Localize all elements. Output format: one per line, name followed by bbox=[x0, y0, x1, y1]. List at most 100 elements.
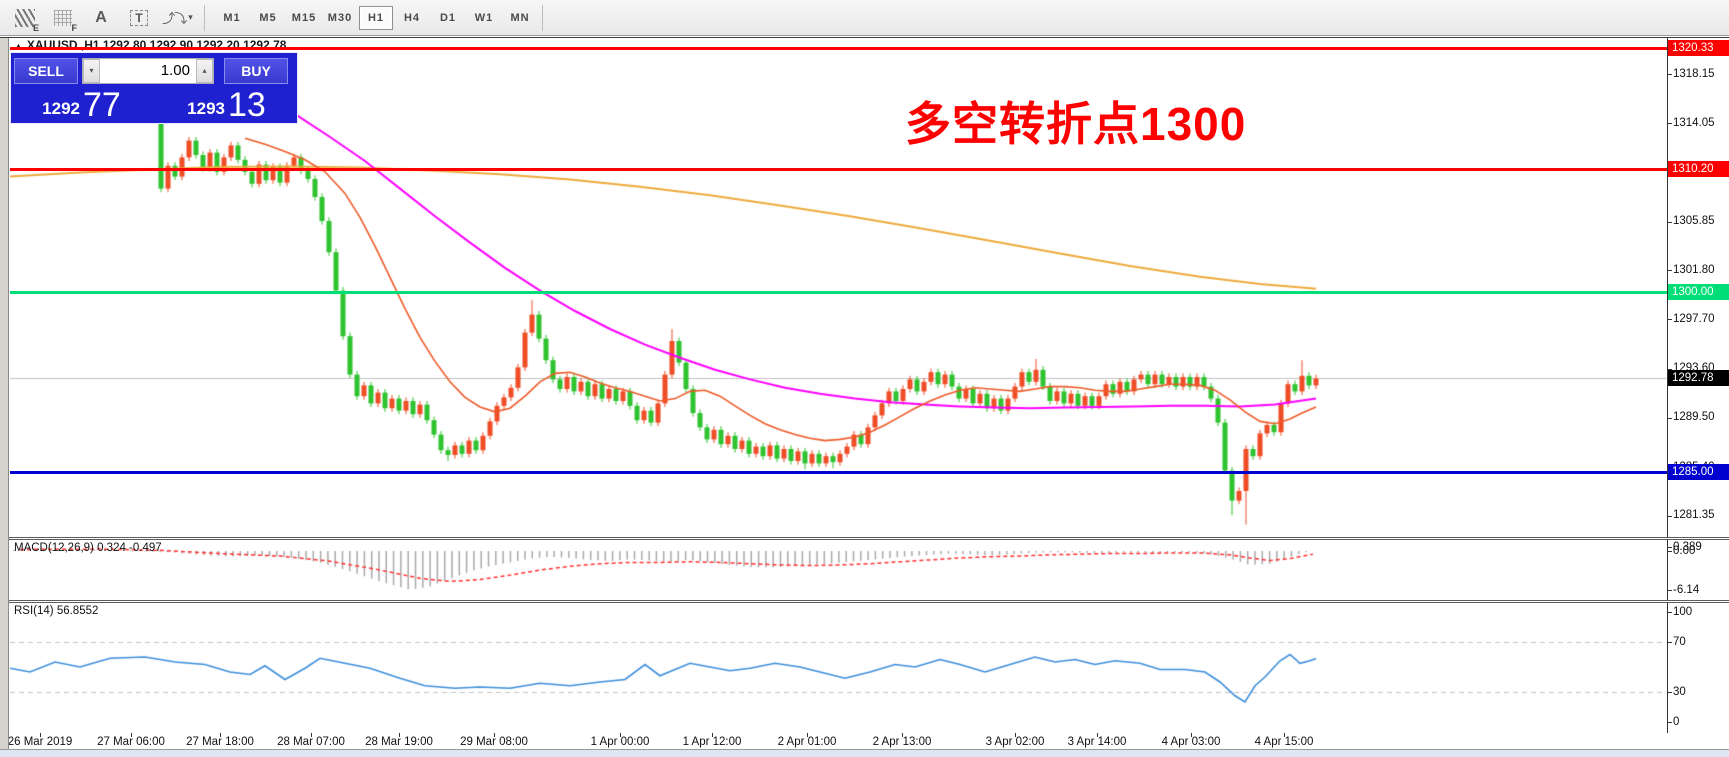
price-tick-label: 1318.15 bbox=[1673, 67, 1715, 80]
horizontal-level-line[interactable] bbox=[10, 47, 1667, 50]
time-tick-mark bbox=[1191, 733, 1192, 737]
indicator-tick-mark bbox=[1667, 547, 1672, 548]
text-label-icon[interactable]: A bbox=[95, 8, 107, 26]
time-tick-mark bbox=[494, 733, 495, 737]
horizontal-level-line[interactable] bbox=[10, 168, 1667, 171]
time-tick-mark bbox=[311, 733, 312, 737]
time-tick-label: 1 Apr 00:00 bbox=[590, 736, 650, 748]
ask-pips-digits: 13 bbox=[228, 86, 266, 124]
indicator-tick-mark bbox=[1667, 692, 1672, 693]
sell-button[interactable]: SELL bbox=[14, 57, 78, 84]
price-tick-mark bbox=[1667, 369, 1672, 370]
time-tick-label: 4 Apr 15:00 bbox=[1254, 736, 1314, 748]
toolbar-separator bbox=[542, 4, 543, 31]
indicator-axis-label: 30 bbox=[1673, 686, 1686, 698]
tab-timeframe-m1[interactable]: M1 bbox=[223, 11, 241, 24]
volume-stepper: ▾ ▴ bbox=[82, 57, 214, 84]
price-tick-mark bbox=[1667, 516, 1672, 517]
price-tick-label: 1301.80 bbox=[1673, 263, 1715, 276]
volume-increase-button[interactable]: ▴ bbox=[196, 58, 213, 83]
time-tick-mark bbox=[40, 733, 41, 737]
price-tick-label: 1289.50 bbox=[1673, 411, 1715, 424]
time-tick-label: 28 Mar 19:00 bbox=[365, 736, 433, 748]
time-tick-mark bbox=[399, 733, 400, 737]
price-tick-mark bbox=[1667, 222, 1672, 223]
arrange-arrows-icon[interactable]: ⤴⤵ ▾ bbox=[162, 11, 192, 26]
time-tick-mark bbox=[620, 733, 621, 737]
time-tick-label: 27 Mar 06:00 bbox=[97, 736, 165, 748]
chevron-down-icon: ▾ bbox=[188, 12, 192, 22]
bid-pips-digits: 77 bbox=[83, 86, 121, 124]
timeframe-buttons: M1 M5 M15 M30 H1 H4 D1 W1 MN bbox=[214, 5, 538, 30]
volume-decrease-button[interactable]: ▾ bbox=[83, 58, 100, 83]
tab-timeframe-h4[interactable]: H4 bbox=[403, 11, 421, 24]
time-tick-label: 3 Apr 14:00 bbox=[1067, 736, 1127, 748]
time-tick-mark bbox=[712, 733, 713, 737]
indicator-tick-mark bbox=[1667, 722, 1672, 723]
grid-icon[interactable]: F bbox=[48, 5, 78, 33]
indicator-axis-label: 70 bbox=[1673, 636, 1686, 648]
time-tick-label: 29 Mar 08:00 bbox=[460, 736, 528, 748]
time-tick-label: 3 Apr 02:00 bbox=[985, 736, 1045, 748]
ask-main-digits: 1293 bbox=[187, 99, 225, 118]
time-tick-mark bbox=[220, 733, 221, 737]
tab-timeframe-mn[interactable]: MN bbox=[510, 11, 530, 24]
buy-button[interactable]: BUY bbox=[224, 57, 288, 84]
time-tick-label: 4 Apr 03:00 bbox=[1161, 736, 1221, 748]
tab-timeframe-w1[interactable]: W1 bbox=[474, 11, 494, 24]
price-badge: 1285.00 bbox=[1668, 463, 1729, 480]
price-badge: 1300.00 bbox=[1668, 283, 1729, 300]
time-tick-label: 27 Mar 18:00 bbox=[186, 736, 254, 748]
tab-timeframe-m15[interactable]: M15 bbox=[291, 11, 317, 24]
bid-main-digits: 1292 bbox=[42, 99, 80, 118]
tab-timeframe-m30[interactable]: M30 bbox=[327, 11, 353, 24]
window-bottom-edge bbox=[0, 749, 1729, 757]
indicator-tick-mark bbox=[1667, 612, 1672, 613]
indicator-axis-label: 100 bbox=[1673, 606, 1693, 618]
indicators-hatch-icon[interactable]: E bbox=[10, 5, 40, 33]
horizontal-level-line[interactable] bbox=[10, 471, 1667, 474]
indicator-tick-mark bbox=[1667, 642, 1672, 643]
panel-separator[interactable] bbox=[0, 600, 1729, 603]
time-tick-mark bbox=[1097, 733, 1098, 737]
text-box-icon[interactable]: T bbox=[124, 5, 154, 31]
toolbar-separator bbox=[204, 4, 205, 31]
chart-toolbar: E F A T ⤴⤵ ▾ M1 M5 M15 M30 H1 H4 D1 W1 MN bbox=[0, 0, 1729, 36]
price-badge: 1320.33 bbox=[1668, 39, 1729, 56]
bid-price[interactable]: 1292 77 bbox=[11, 87, 152, 122]
indicator-tick-mark bbox=[1667, 551, 1672, 552]
chart-annotation-text: 多空转折点1300 bbox=[905, 98, 1247, 150]
ask-price[interactable]: 1293 13 bbox=[158, 87, 295, 122]
tab-timeframe-h1[interactable]: H1 bbox=[359, 5, 393, 30]
time-tick-label: 2 Apr 01:00 bbox=[777, 736, 837, 748]
price-badge: 1292.78 bbox=[1668, 370, 1729, 387]
horizontal-level-line[interactable] bbox=[10, 291, 1667, 294]
price-tick-mark bbox=[1667, 270, 1672, 271]
price-tick-mark bbox=[1667, 319, 1672, 320]
rsi-label: RSI(14) 56.8552 bbox=[14, 605, 99, 617]
price-tick-label: 1297.70 bbox=[1673, 312, 1715, 325]
tab-timeframe-m5[interactable]: M5 bbox=[259, 11, 277, 24]
price-tick-label: 1305.85 bbox=[1673, 215, 1715, 228]
time-tick-mark bbox=[902, 733, 903, 737]
time-tick-label: 28 Mar 07:00 bbox=[277, 736, 345, 748]
price-tick-label: 1314.05 bbox=[1673, 116, 1715, 129]
indicator-axis-label: 0 bbox=[1673, 716, 1680, 728]
time-tick-label: 26 Mar 2019 bbox=[7, 736, 73, 748]
chart-window-frame bbox=[0, 37, 1729, 38]
price-tick-label: 1281.35 bbox=[1673, 509, 1715, 522]
window-left-edge bbox=[0, 37, 9, 757]
time-tick-label: 2 Apr 13:00 bbox=[872, 736, 932, 748]
price-tick-mark bbox=[1667, 74, 1672, 75]
time-axis[interactable]: 26 Mar 2019 27 Mar 06:00 27 Mar 18:00 28 Ma… bbox=[0, 733, 1729, 749]
time-tick-mark bbox=[1284, 733, 1285, 737]
time-tick-mark bbox=[807, 733, 808, 737]
panel-separator[interactable] bbox=[0, 537, 1729, 540]
time-tick-label: 1 Apr 12:00 bbox=[682, 736, 742, 748]
price-tick-mark bbox=[1667, 123, 1672, 124]
price-tick-mark bbox=[1667, 418, 1672, 419]
volume-input[interactable] bbox=[100, 58, 196, 83]
price-badge: 1310.20 bbox=[1668, 161, 1729, 178]
tab-timeframe-d1[interactable]: D1 bbox=[439, 11, 457, 24]
